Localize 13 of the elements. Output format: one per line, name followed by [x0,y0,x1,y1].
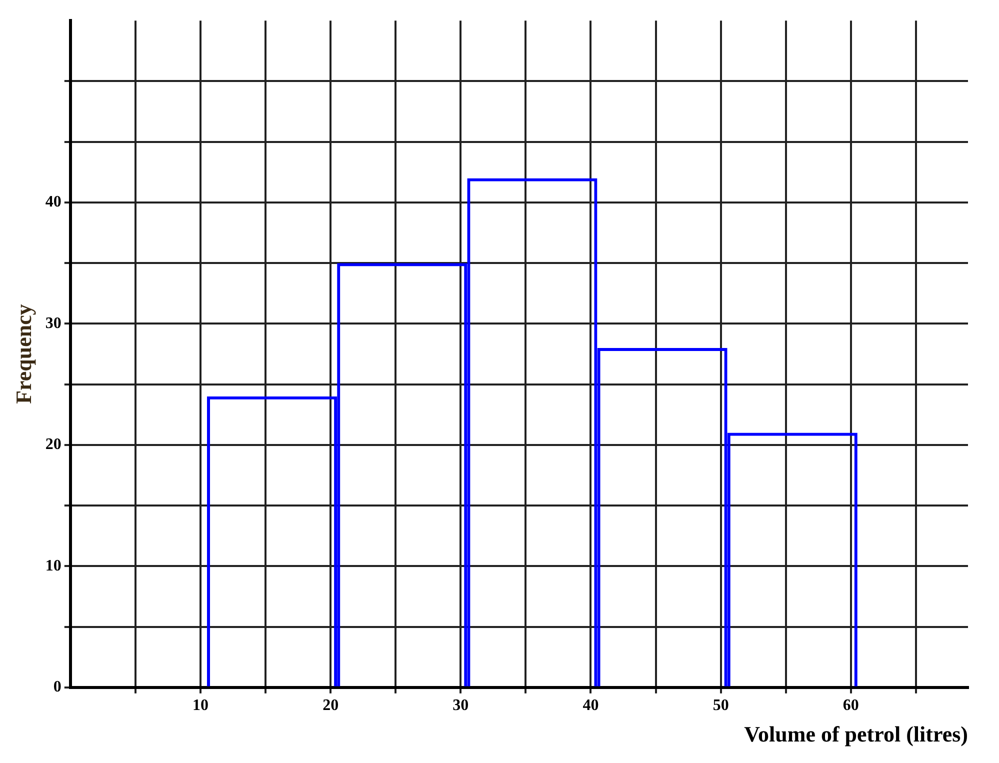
x-axis-title: Volume of petrol (litres) [744,721,968,746]
x-tick-label: 40 [582,697,599,714]
x-tick-label: 20 [322,697,339,714]
y-tick-label: 0 [53,678,62,696]
y-tick-label: 40 [45,194,62,211]
x-tick-label: 50 [712,697,729,714]
x-tick-label: 60 [842,697,859,714]
y-tick-label: 20 [45,436,62,454]
x-tick-label: 30 [452,697,469,714]
x-tick-label: 10 [192,697,208,714]
y-tick-label: 30 [45,314,62,332]
y-axis-title: Frequency [10,304,36,404]
y-tick-label: 10 [45,557,62,574]
